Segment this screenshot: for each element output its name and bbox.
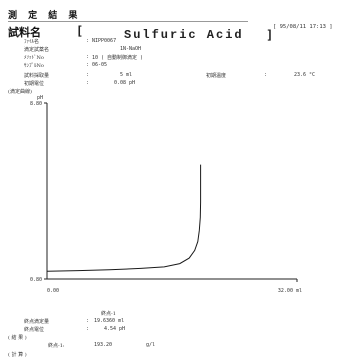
calc-header: ( 計 算 ) [8,352,27,358]
field-value-reagent: 1N-NaOH [120,46,142,52]
x-tick-label-right: 32.00 ml [278,288,302,294]
field-label-initial-potential: 初期電位 [24,81,45,87]
field-colon-method: : [86,54,90,60]
initial-temp-colon: : [264,72,268,78]
field-value-sample-amount: 5 ml [120,72,133,78]
result-value: 193.20 [94,342,113,348]
sample-name-label: 試料名 [8,26,41,39]
sample-name-value: Sulfuric Acid [124,28,244,42]
field-colon-sample-amount: : [86,72,90,78]
field-colon-initial-potential: : [86,80,90,86]
y-axis-label: pH [37,95,43,101]
field-colon-sample-no: : [86,62,90,68]
field-value-sample-no: 06-05 [92,62,108,68]
initial-temp-label: 初期温度 [206,73,227,79]
curve-label: (滴定曲線) [8,89,32,95]
datetime: [ 95/08/11 17:13 ] [273,24,333,30]
report-title: 測 定 結 果 [8,11,82,21]
sample-name-bracket-open: [ [76,24,84,38]
sample-name-bracket-close: ] [266,28,274,42]
field-label-sample-no: ｻﾝﾌﾟﾙNo [24,63,44,69]
endpoint-volume-colon: : [86,318,90,324]
endpoint-potential-colon: : [86,326,90,332]
title-underline [8,21,248,22]
field-label-sample-amount: 試料採取量 [24,73,50,79]
result-label: 終点-1: [48,343,65,349]
endpoint-volume-value: 19.6360 ml [94,318,125,324]
field-label-reagent: 滴定試薬名 [24,47,50,53]
field-value-initial-potential: 0.08 pH [114,80,136,86]
titration-curve-0 [46,164,202,272]
endpoint-potential-value: 4.54 pH [104,326,126,332]
field-colon-file: : [86,38,90,44]
endpoint-header: 終点-1 [101,311,116,317]
endpoint-volume-label: 終点滴定量 [24,319,50,325]
x-tick-label-left: 0.00 [47,288,59,294]
field-label-method: ﾒｿｯﾄﾞNo [24,55,44,61]
result-unit: g/l [146,342,156,348]
y-tick-label-top: 8.80 [30,101,42,107]
field-value-file: NIPP0067 [92,38,117,44]
y-tick-label-bottom: 0.80 [30,277,42,283]
result-header: ( 結 果 ) [8,335,27,341]
endpoint-potential-label: 終点電位 [24,327,45,333]
initial-temp-value: 23.6 °C [294,72,316,78]
field-value-method: 10 ( 自動制御滴定 ) [92,55,144,61]
field-label-file: ﾌｧｲﾙ名 [24,39,40,45]
